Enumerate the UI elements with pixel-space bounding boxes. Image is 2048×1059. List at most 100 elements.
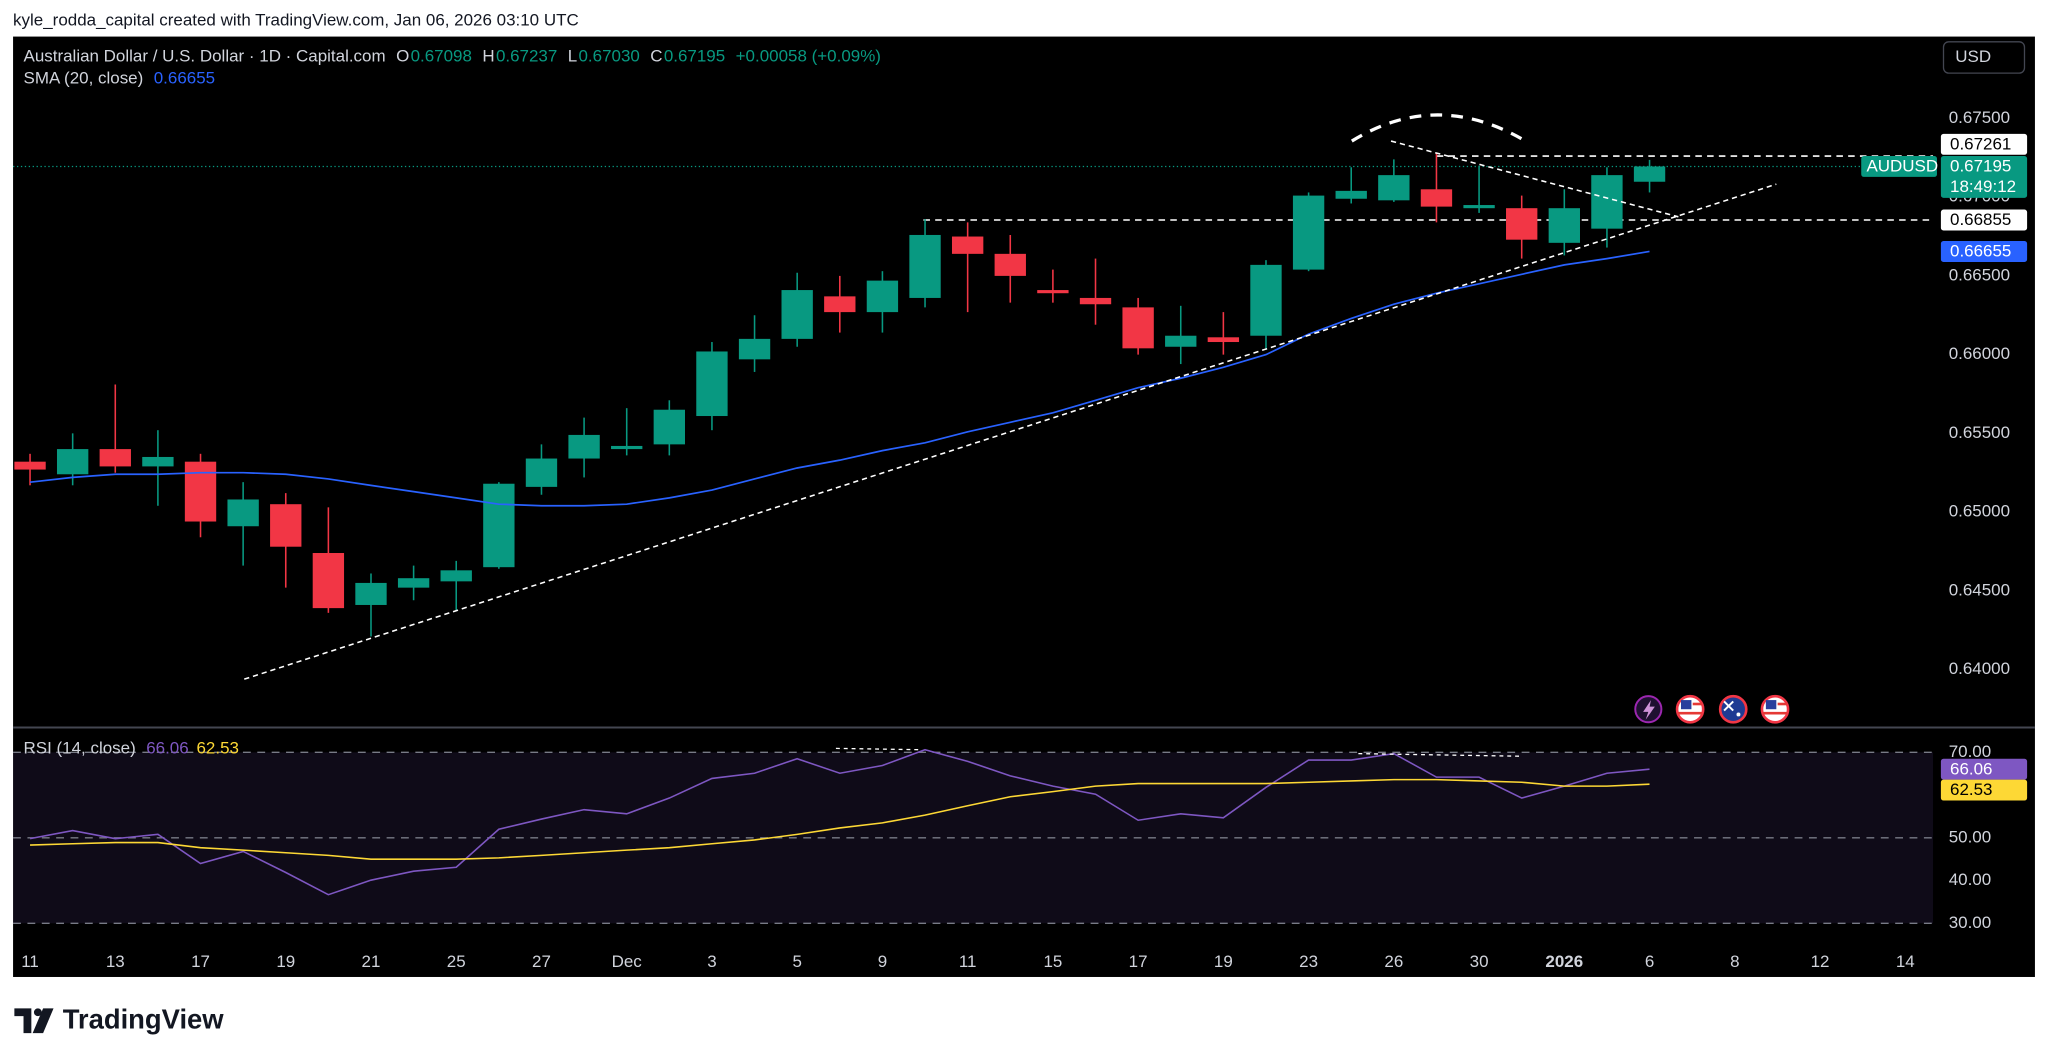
x-tick-label: 17: [1129, 952, 1148, 971]
level-badge-bg: [1940, 133, 2028, 155]
candle-body: [440, 570, 472, 582]
flag-part: [1736, 712, 1741, 717]
x-tick-label: Dec: [612, 952, 643, 971]
legend-key: H: [482, 47, 494, 66]
candle-body: [483, 483, 515, 568]
rsi-legend: RSI (14, close) 66.06 62.53: [24, 739, 239, 758]
x-tick-label: 8: [1730, 952, 1739, 971]
candle-body: [1463, 205, 1495, 209]
candle-body: [184, 461, 217, 522]
chart-background: [13, 36, 2035, 977]
logo-glyph: [32, 1008, 54, 1034]
candle-body: [1506, 208, 1538, 240]
y-tick-label: 0.66000: [1949, 344, 2010, 363]
candle-body: [1122, 307, 1154, 349]
currency-button[interactable]: [1942, 41, 2026, 74]
candle-body: [1079, 297, 1112, 305]
candle-body: [653, 409, 685, 445]
trend-line: [1390, 140, 1679, 218]
logo-glyph: [33, 1008, 42, 1017]
candle-body: [1292, 195, 1325, 270]
series-value: 66.06: [146, 739, 188, 758]
candle-body: [738, 338, 771, 360]
rsi-drawing: [835, 747, 921, 751]
candle-body: [1207, 337, 1240, 343]
flag-part: [1765, 700, 1777, 710]
x-tick-label: 30: [1470, 952, 1489, 971]
candle-body: [14, 461, 46, 470]
candle-body: [866, 280, 899, 313]
series-badge-bg: [1940, 779, 2028, 801]
x-tick-label: 19: [1214, 952, 1233, 971]
brand-name: TradingView: [63, 1004, 225, 1035]
y-tick-label: 0.64500: [1949, 580, 2010, 599]
candle-body: [1250, 264, 1282, 336]
legend-change: +0.00058 (+0.09%): [736, 47, 881, 66]
y-tick-label: 0.67500: [1949, 108, 2010, 127]
candle-body: [909, 234, 941, 298]
x-tick-label: 11: [959, 952, 977, 971]
candle-body: [1037, 290, 1069, 294]
candle-body: [994, 253, 1026, 276]
level-badge: 0.67261: [1950, 134, 2011, 153]
candle-body: [270, 504, 302, 547]
x-tick-label: 2026: [1545, 952, 1583, 971]
series-name: SMA (20, close): [24, 69, 144, 88]
x-tick-label: 15: [1043, 952, 1062, 971]
candle-body: [1633, 166, 1666, 182]
y-tick-label: 50.00: [1949, 827, 1991, 846]
candle-body: [99, 449, 131, 467]
candle-body: [56, 449, 89, 475]
logo-glyph: [14, 1008, 32, 1034]
x-tick-label: 6: [1645, 952, 1654, 971]
x-tick-label: 9: [878, 952, 887, 971]
last-price-badge: 0.67195: [1950, 157, 2011, 176]
series-badge: 0.66655: [1950, 242, 2011, 261]
candle-body: [1378, 175, 1410, 201]
candle-body: [568, 434, 600, 459]
rsi-title: RSI (14, close): [24, 739, 136, 758]
event-icons[interactable]: [1634, 694, 1790, 724]
arc-drawing: [1350, 113, 1527, 143]
last-price-badge-bg: [1940, 156, 2028, 198]
sma-line: [29, 250, 1650, 507]
flag-part: [1723, 700, 1734, 712]
rsi-line: [29, 748, 1650, 896]
legend-key: O: [396, 47, 409, 66]
candle-body: [1165, 335, 1197, 347]
rsi-drawing: [1358, 752, 1522, 757]
candle-body: [951, 236, 984, 254]
symbol-badge: AUDUSD: [1866, 157, 1938, 176]
candle-body: [696, 351, 728, 417]
legend-key: C: [650, 47, 662, 66]
currency-label[interactable]: USD: [1955, 47, 1991, 66]
x-tick-label: 11: [21, 952, 39, 971]
rsi-line: [30, 778, 1650, 860]
candle-body: [227, 499, 259, 527]
brand-logo: [14, 1008, 54, 1034]
series-badge: 66.06: [1950, 759, 1992, 778]
x-tick-label: 19: [276, 952, 295, 971]
candle-body: [525, 458, 558, 487]
trend-line: [244, 183, 1777, 680]
y-tick-label: 70.00: [1949, 742, 1991, 761]
y-tick-label: 0.66500: [1949, 265, 2010, 284]
series-badge: 62.53: [1950, 780, 1992, 799]
x-tick-label: 3: [707, 952, 716, 971]
x-tick-label: 12: [1811, 952, 1830, 971]
series-value: 62.53: [197, 739, 239, 758]
x-tick-label: 5: [792, 952, 801, 971]
symbol-title: Australian Dollar / U.S. Dollar · 1D · C…: [24, 47, 386, 66]
x-tick-label: 23: [1299, 952, 1318, 971]
x-tick-label: 21: [362, 952, 381, 971]
back-layer: 0.64000 0.64500 0.65000 0.65500 0.66000 0.665…: [13, 108, 2010, 932]
attribution: kyle_rodda_capital created with TradingV…: [13, 10, 579, 29]
symbol-badge-bg: [1861, 156, 1937, 177]
y-tick-label: 40.00: [1949, 870, 1991, 889]
legend-value: 0.67237: [496, 47, 557, 66]
legend-key: L: [568, 47, 577, 66]
x-tick-label: 25: [447, 952, 466, 971]
legend-value: 0.67030: [578, 47, 639, 66]
